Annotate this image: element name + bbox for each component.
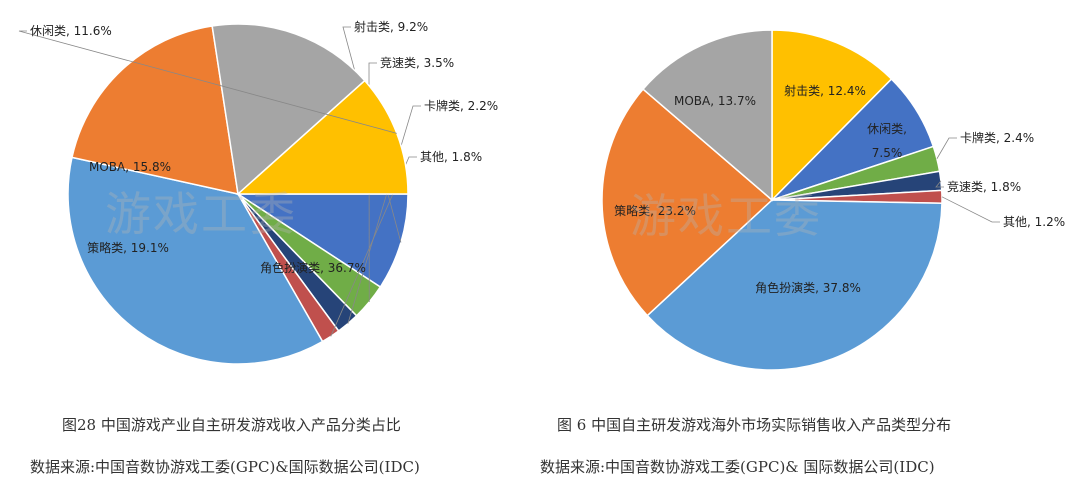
slice-label: 角色扮演类, 36.7% <box>260 260 366 275</box>
data-source-right: 数据来源:中国音数协游戏工委(GPC)& 国际数据公司(IDC) <box>540 458 935 476</box>
pie-slice-6 <box>71 25 239 195</box>
slice-label: 角色扮演类, 37.8% <box>755 280 861 295</box>
pie-slice-6 <box>646 199 943 371</box>
data-source-left: 数据来源:中国音数协游戏工委(GPC)&国际数据公司(IDC) <box>30 458 420 476</box>
pie-chart-left: 射击类, 9.2% 竞速类, 3.5% 卡牌类, 2.2% 其他, 1.8% 角色扮演类… <box>18 19 498 365</box>
slice-label: 策略类, 19.1% <box>87 240 169 255</box>
slice-label: 卡牌类, 2.2% <box>424 99 498 113</box>
pie-slice-5 <box>67 156 324 365</box>
slice-label: MOBA, 13.7% <box>674 94 756 108</box>
leader-line <box>941 196 1000 223</box>
chart-caption-left: 图28 中国游戏产业自主研发游戏收入产品分类占比 <box>62 416 401 434</box>
pie-chart-right: 射击类, 12.4% 休闲类, 7.5% 卡牌类, 2.4% 竞速类, 1.8% 其他, … <box>601 29 1065 371</box>
slice-label: 竞速类, 1.8% <box>947 180 1021 194</box>
slice-label: 休闲类, 7.5% <box>867 122 907 160</box>
slice-label: 策略类, 23.2% <box>614 203 696 218</box>
pie-chart-panel-left: 射击类, 9.2% 竞速类, 3.5% 卡牌类, 2.2% 其他, 1.8% 角色扮演类… <box>18 19 498 476</box>
slice-label: 休闲类, 11.6% <box>30 24 112 38</box>
pie-slice-7 <box>211 23 366 196</box>
chart-caption-right: 图 6 中国自主研发游戏海外市场实际销售收入产品类型分布 <box>557 416 952 434</box>
slice-label: 其他, 1.8% <box>420 150 482 164</box>
pie-slice-1 <box>771 29 893 202</box>
leader-line <box>368 62 377 303</box>
leader-line <box>347 105 421 324</box>
pie-slice-7 <box>601 88 774 317</box>
leader-line <box>936 137 957 159</box>
pie-slice-8 <box>642 29 773 202</box>
slice-label: 射击类, 12.4% <box>784 83 866 98</box>
leader-line <box>935 180 944 188</box>
slice-label: 竞速类, 3.5% <box>380 56 454 70</box>
leader-line <box>18 30 397 134</box>
leader-line <box>330 156 417 337</box>
slice-label: 卡牌类, 2.4% <box>960 131 1034 145</box>
slice-label: 其他, 1.2% <box>1003 215 1065 229</box>
slice-label: 射击类, 9.2% <box>354 19 428 34</box>
slice-label: MOBA, 15.8% <box>89 160 171 174</box>
pie-chart-panel-right: 射击类, 12.4% 休闲类, 7.5% 卡牌类, 2.4% 竞速类, 1.8% 其他, … <box>540 0 1080 485</box>
